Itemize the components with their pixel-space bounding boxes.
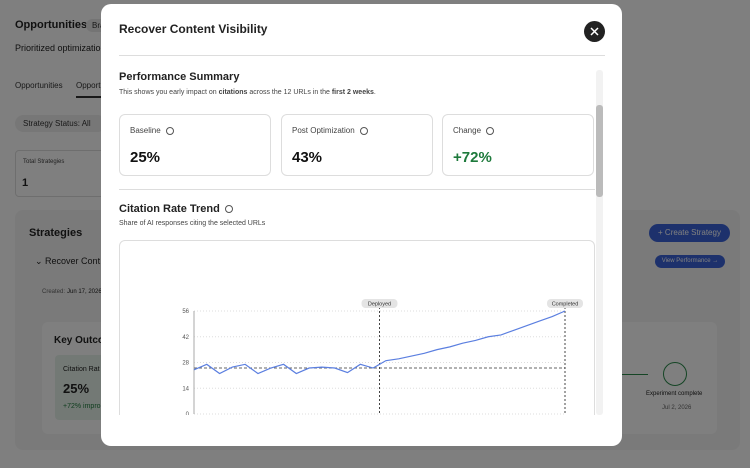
text: Baseline (130, 126, 161, 135)
info-icon[interactable] (165, 126, 174, 135)
card-value: +72% (453, 149, 492, 166)
divider (119, 189, 595, 190)
card-label: Baseline (130, 126, 174, 135)
modal-body: Performance Summary This shows you early… (101, 68, 595, 415)
close-button[interactable] (584, 21, 605, 42)
text: Citation Rate Trend (119, 203, 220, 215)
info-icon[interactable] (359, 126, 368, 135)
card-value: 43% (292, 149, 323, 166)
chart-card: 0 14 28 42 56 Deployed Completed (119, 240, 595, 415)
trend-subtitle: Share of AI responses citing the selecte… (119, 220, 266, 227)
summary-text: This shows you early impact on citations… (119, 89, 376, 96)
text: Change (453, 126, 482, 135)
text: across the 12 URLs in the (247, 89, 332, 96)
y-tick-label: 56 (182, 309, 189, 315)
y-tick-label: 42 (182, 335, 189, 341)
info-icon[interactable] (486, 126, 495, 135)
modal-title: Recover Content Visibility (119, 22, 268, 36)
card: Change +72% (442, 114, 594, 176)
text: . (373, 89, 376, 96)
section-heading: Performance Summary (119, 71, 240, 83)
text: citations (218, 89, 248, 96)
card: Baseline 25% (119, 114, 271, 176)
card-value: 25% (130, 149, 161, 166)
y-tick-label: 28 (182, 361, 189, 367)
close-icon (590, 27, 599, 36)
text: Post Optimization (292, 126, 355, 135)
y-tick-label: 14 (182, 386, 189, 392)
data-line (193, 310, 566, 375)
y-tick-label: 0 (186, 412, 190, 415)
card: Post Optimization 43% (281, 114, 433, 176)
annotation-label: Deployed (368, 302, 391, 308)
card-label: Post Optimization (292, 126, 368, 135)
info-icon[interactable] (224, 205, 233, 214)
annotation-label: Completed (552, 302, 579, 308)
scrollbar[interactable] (596, 105, 603, 197)
section-heading: Citation Rate Trend (119, 203, 233, 215)
chart: 0 14 28 42 56 Deployed Completed (182, 299, 583, 415)
text: This shows you early impact on (119, 89, 219, 96)
text: first 2 weeks (331, 89, 374, 96)
divider (119, 55, 605, 56)
scroll-track (596, 70, 603, 415)
card-label: Change (453, 126, 495, 135)
annotation-badge (547, 299, 583, 308)
annotation-badge (361, 299, 398, 308)
modal: Recover Content Visibility Performance S… (101, 4, 622, 446)
